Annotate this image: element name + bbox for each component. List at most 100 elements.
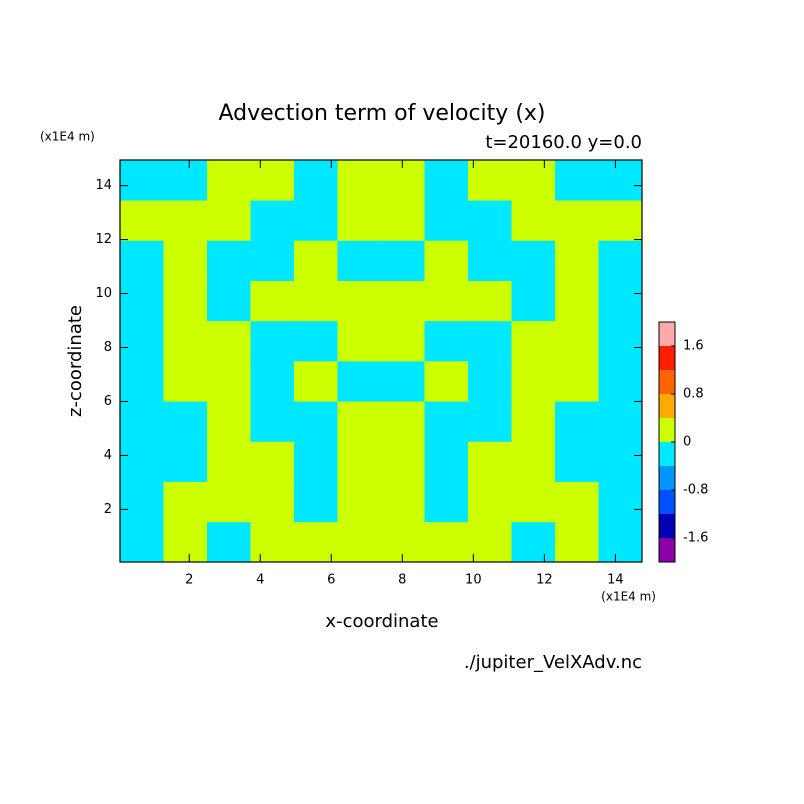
colorbar-tick-label: -0.8 <box>683 483 708 498</box>
contour-cell <box>207 160 251 201</box>
contour-cell <box>555 280 599 322</box>
contour-cell <box>468 521 512 563</box>
contour-cell <box>337 481 382 523</box>
chart-title: Advection term of velocity (x) <box>218 101 545 126</box>
contour-cell <box>163 320 208 362</box>
contour-cell <box>424 360 469 402</box>
contour-cell <box>120 521 164 563</box>
contour-cell <box>294 320 338 362</box>
contour-cell <box>598 160 643 201</box>
contour-cell <box>337 401 382 442</box>
contour-cell <box>468 320 512 362</box>
contour-cell <box>468 401 512 442</box>
contour-cell <box>163 360 208 402</box>
colorbar-segment <box>659 466 675 490</box>
contour-cell <box>511 521 556 563</box>
contour-cell <box>120 280 164 322</box>
contour-cell <box>337 360 382 402</box>
y-tick-label: 10 <box>95 286 112 301</box>
contour-cell <box>424 320 469 362</box>
contour-cell <box>468 280 512 322</box>
contour-cell <box>250 360 295 402</box>
colorbar-segment <box>659 370 675 394</box>
x-tick-label: 10 <box>465 573 482 588</box>
y-tick-label: 8 <box>104 340 112 355</box>
contour-cell <box>294 441 338 482</box>
contour-cell <box>120 240 164 281</box>
contour-cell <box>163 481 208 523</box>
contour-cell <box>294 521 338 563</box>
contour-cell <box>120 360 164 402</box>
colorbar-tick-label: -1.6 <box>683 531 708 546</box>
contour-cell <box>511 280 556 322</box>
contour-cell <box>598 360 643 402</box>
contour-cell <box>468 200 512 241</box>
contour-cell <box>337 240 382 281</box>
contour-cell <box>163 521 208 563</box>
contour-cell <box>468 160 512 201</box>
y-axis-label: z-coordinate <box>65 305 86 417</box>
contour-cell <box>598 320 643 362</box>
colorbar-segment <box>659 322 675 346</box>
contour-cell <box>424 401 469 442</box>
contour-cell <box>381 521 425 563</box>
contour-cell <box>120 401 164 442</box>
contour-cell <box>598 200 643 241</box>
contour-cell <box>120 320 164 362</box>
contour-cell <box>294 481 338 523</box>
source-label: ./jupiter_VelXAdv.nc <box>464 652 642 673</box>
colorbar-segment <box>659 418 675 442</box>
contour-cell <box>555 320 599 362</box>
contour-cell <box>468 481 512 523</box>
plot-frame <box>119 159 643 563</box>
x-tick-label: 2 <box>185 573 193 588</box>
contour-cell <box>598 481 643 523</box>
contour-cell <box>424 481 469 523</box>
contour-cell <box>294 200 338 241</box>
contour-cell <box>555 401 599 442</box>
contour-cell <box>511 441 556 482</box>
contour-cell <box>250 200 295 241</box>
contour-cell <box>207 280 251 322</box>
colorbar-tick-label: 1.6 <box>683 339 704 354</box>
contour-cell <box>424 280 469 322</box>
y-tick-label: 14 <box>95 178 112 193</box>
contour-cell <box>424 200 469 241</box>
contour-cell <box>250 240 295 281</box>
x-tick-label: 14 <box>607 573 624 588</box>
contour-cell <box>511 481 556 523</box>
contour-cell <box>381 481 425 523</box>
contour-cell <box>511 240 556 281</box>
contour-cell <box>381 280 425 322</box>
contour-cell <box>250 441 295 482</box>
contour-cell <box>163 160 208 201</box>
contour-cell <box>337 441 382 482</box>
contour-cell <box>337 200 382 241</box>
contour-cell <box>424 521 469 563</box>
contour-cell <box>381 441 425 482</box>
contour-cell <box>294 160 338 201</box>
contour-cell <box>468 360 512 402</box>
y-unit: (x1E4 m) <box>40 130 95 144</box>
contour-cell <box>555 481 599 523</box>
contour-cell <box>163 200 208 241</box>
contour-cell <box>598 401 643 442</box>
contour-cell <box>598 441 643 482</box>
contour-cell <box>468 441 512 482</box>
colorbar-segment <box>659 346 675 370</box>
contour-cell <box>120 200 164 241</box>
colorbar-segment <box>659 514 675 538</box>
contour-cell <box>337 521 382 563</box>
contour-cell <box>207 481 251 523</box>
contour-cell <box>381 320 425 362</box>
colorbar-segment <box>659 394 675 418</box>
y-tick-label: 12 <box>95 232 112 247</box>
contour-cell <box>163 280 208 322</box>
contour-cell <box>207 441 251 482</box>
contour-cell <box>381 200 425 241</box>
y-tick-label: 4 <box>104 448 112 463</box>
contour-cell <box>555 160 599 201</box>
contour-cell <box>381 240 425 281</box>
contour-cell <box>468 240 512 281</box>
contour-cell <box>207 320 251 362</box>
